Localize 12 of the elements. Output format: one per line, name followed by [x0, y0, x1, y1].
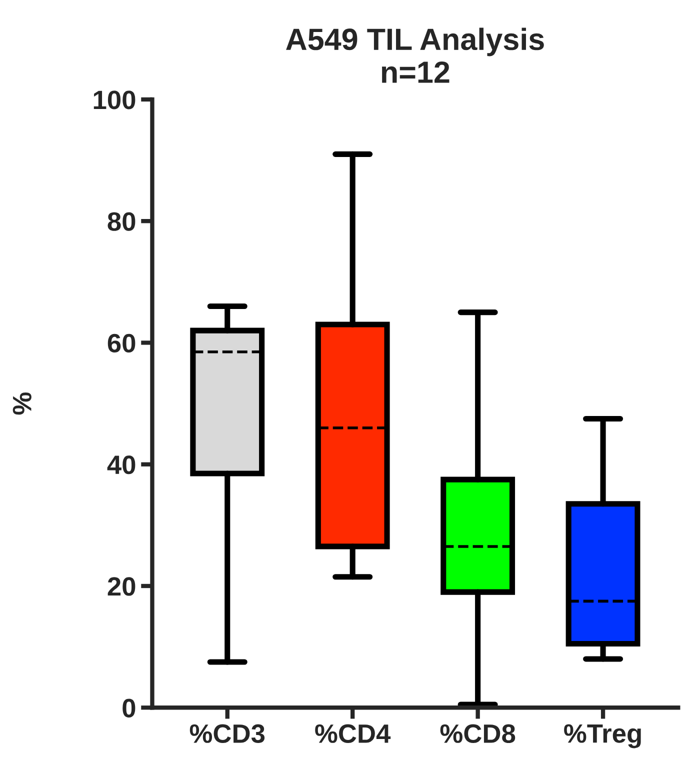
y-tick-label: 60 [108, 334, 136, 353]
x-tick-label: %CD4 [315, 724, 391, 743]
y-tick-label: 100 [94, 90, 136, 110]
x-tick-label: %Treg [564, 724, 641, 748]
y-tick-label: 0 [122, 698, 136, 718]
x-tick-label: %CD3 [190, 724, 265, 744]
x-tick-label: %CD8 [440, 724, 516, 743]
y-tick-label: 40 [107, 455, 136, 474]
y-tick-label: 80 [108, 212, 136, 231]
y-tick-label: 20 [108, 577, 136, 596]
chart-title: A549 TIL Analysis n=12 [286, 28, 544, 83]
y-axis-title: % [12, 392, 32, 415]
